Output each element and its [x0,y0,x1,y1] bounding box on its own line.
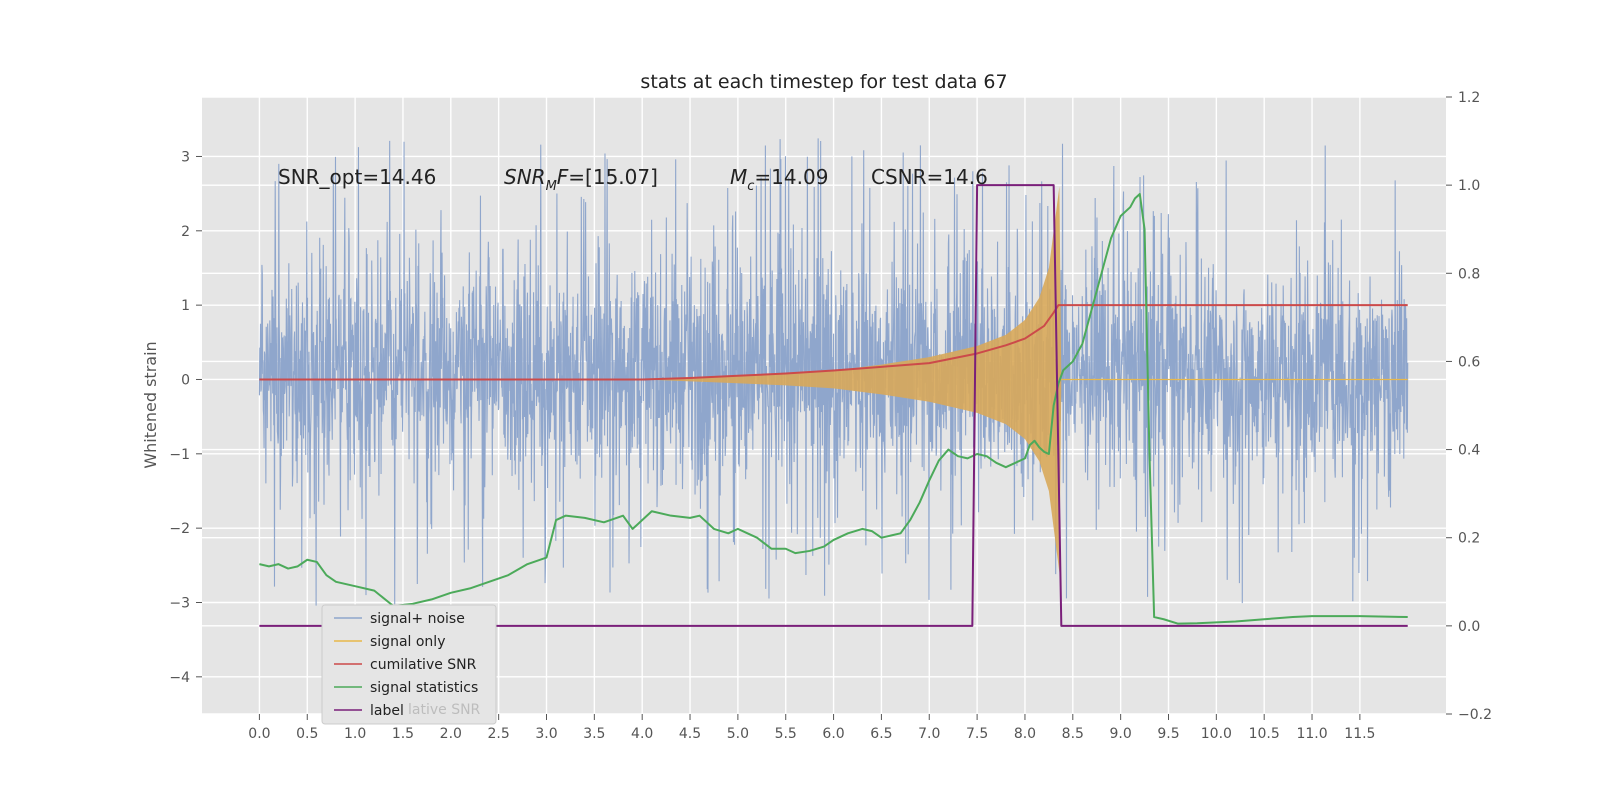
y-tick-label: −3 [169,595,190,611]
y2-tick-label: 0.0 [1458,619,1480,635]
annotation-snr-mf: SNRMF=[15.07] [504,165,658,194]
y-tick-label: −2 [169,521,190,537]
annotation-snr-base: SNR [504,165,546,189]
y2-tick-label: 0.8 [1458,266,1480,282]
x-tick-label: 8.5 [1062,726,1084,742]
series-cumilative-snr [259,304,1408,381]
x-tick-label: 10.0 [1201,726,1232,742]
series-label [259,184,1408,627]
annotation-snr-sub: M [546,179,557,194]
x-tick-label: 9.5 [1157,726,1179,742]
x-tick-label: 2.0 [440,726,462,742]
x-tick-label: 8.0 [1014,726,1036,742]
annotation-snr-mf-value: =[15.07] [568,165,658,189]
data-layer [258,138,1409,627]
y-tick-label: 0 [181,372,190,388]
x-tick-label: 6.5 [870,726,892,742]
y-axis-title: Whitened strain [141,341,160,468]
legend-label-signal-only: signal only [370,634,445,650]
x-tick-label: 0.0 [248,726,270,742]
chart-title: stats at each timestep for test data 67 [640,71,1007,93]
x-tick-label: 3.5 [583,726,605,742]
series-signal-noise [258,138,1409,606]
y-tick-label: 3 [181,149,190,165]
y-tick-label: −4 [169,670,190,686]
y2-tick-label: −0.2 [1458,707,1492,723]
y2-tick-label: 0.2 [1458,531,1480,547]
annotation-mc-sub: c [747,179,754,194]
annotation-snr-f: F [557,165,569,189]
y2-tick-label: 1.0 [1458,178,1480,194]
y-tick-label: 1 [181,298,190,314]
annotation-mc: Mc=14.09 [730,165,828,194]
legend-label-signal-statistics: signal statistics [370,680,478,696]
x-tick-label: 6.0 [822,726,844,742]
x-tick-label: 11.5 [1344,726,1375,742]
x-tick-label: 4.5 [679,726,701,742]
x-tick-label: 5.5 [775,726,797,742]
x-tick-label: 9.0 [1110,726,1132,742]
y-tick-label: −1 [169,447,190,463]
x-tick-label: 3.0 [535,726,557,742]
axes: 0.0 0.5 1.0 1.5 2.0 2.5 3.0 3.5 4.0 4.5 5.0 5.5 6.0 6… [169,90,1492,742]
x-tick-label: 10.5 [1249,726,1280,742]
y-tick-label: 2 [181,224,190,240]
series-signal-statistics [259,192,1408,625]
x-tick-label: 2.5 [488,726,510,742]
y2-tick-label: 1.2 [1458,90,1480,106]
x-tick-label: 0.5 [296,726,318,742]
annotation-csnr: CSNR=14.6 [871,165,988,189]
y2-tick-label: 0.6 [1458,354,1480,370]
x-tick-label: 5.0 [727,726,749,742]
annotation-mc-base: M [730,165,747,189]
annotation-snr-opt: SNR_opt=14.46 [278,165,436,189]
legend-behind-text: lative SNR [408,702,481,718]
legend-label-signal-noise: signal+ noise [370,611,465,627]
legend-label-cumilative-snr: cumilative SNR [370,657,477,673]
series-signal-only-fill [642,186,1062,573]
legend: lative SNR signal+ noise signal only cumil… [321,604,497,725]
x-tick-label: 1.5 [392,726,414,742]
x-tick-label: 4.0 [631,726,653,742]
x-tick-label: 11.0 [1296,726,1327,742]
x-tick-label: 7.5 [966,726,988,742]
annotation-mc-value: =14.09 [754,165,828,189]
x-tick-label: 1.0 [344,726,366,742]
x-tick-label: 7.0 [918,726,940,742]
legend-label-label: label [370,703,404,719]
legend-box [321,604,497,725]
y2-tick-label: 0.4 [1458,443,1480,459]
